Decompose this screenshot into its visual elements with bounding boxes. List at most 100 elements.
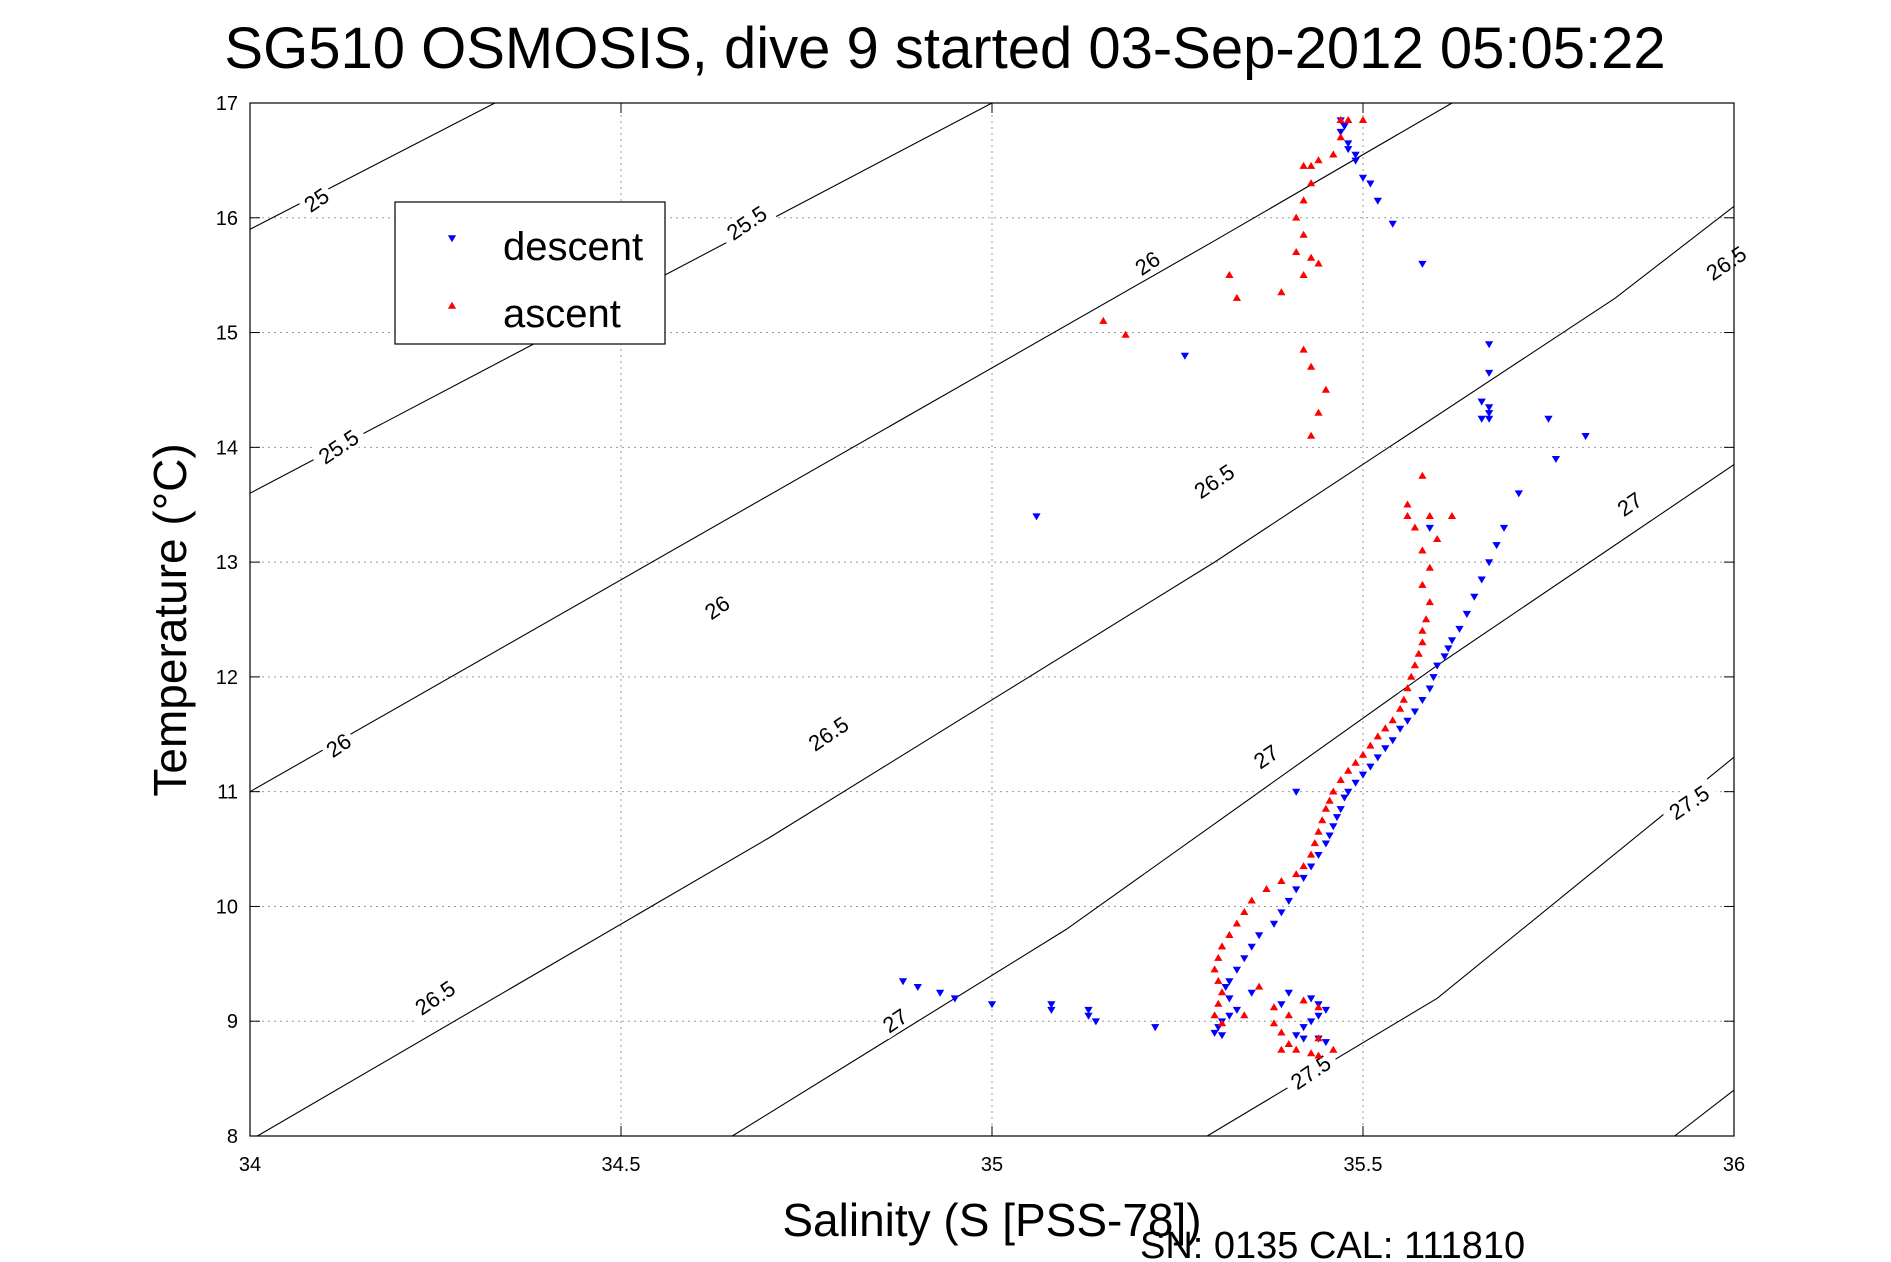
ascent-point: [1314, 408, 1323, 416]
ascent-point: [1210, 965, 1219, 973]
ascent-point: [1381, 724, 1390, 732]
x-tick-label: 34: [239, 1154, 261, 1176]
ascent-point: [1214, 953, 1223, 961]
descent-point: [1484, 341, 1494, 349]
descent-point: [1351, 157, 1360, 165]
ascent-point: [1277, 1045, 1286, 1053]
descent-point: [1544, 415, 1553, 423]
descent-point: [1351, 151, 1360, 159]
legend-marker-triangle: [447, 235, 457, 243]
ascent-point: [1414, 649, 1423, 657]
descent-point: [1470, 593, 1479, 601]
ascent-point: [1240, 1011, 1249, 1019]
contour-label: 26.5: [1696, 237, 1756, 289]
ascent-point: [1217, 1019, 1227, 1027]
ascent-point: [1421, 615, 1431, 623]
ascent-point: [1403, 684, 1412, 692]
descent-point: [1306, 1018, 1316, 1026]
ascent-point: [1395, 704, 1405, 712]
descent-point: [1269, 920, 1279, 928]
ascent-point: [1232, 293, 1242, 301]
ascent-point: [1299, 230, 1308, 238]
legend-label-descent: descent: [503, 225, 643, 269]
ascent-point: [1306, 253, 1316, 261]
contour-sigma-27: [732, 464, 1734, 1136]
contour-label-background: [296, 180, 337, 219]
ascent-point: [1358, 116, 1368, 123]
descent-point: [1447, 637, 1457, 645]
descent-point: [1180, 352, 1190, 360]
x-tick-label: 35.5: [1344, 1154, 1383, 1176]
ascent-point: [1318, 816, 1327, 824]
descent-point: [1358, 771, 1368, 779]
descent-point: [1299, 1024, 1308, 1032]
descent-point: [1484, 559, 1494, 567]
ascent-point: [1247, 896, 1256, 904]
descent-point: [913, 983, 922, 991]
descent-point: [1221, 983, 1230, 991]
descent-point: [1418, 696, 1427, 704]
y-tick-label: 8: [227, 1126, 238, 1148]
ascent-point: [1373, 732, 1382, 740]
ascent-point: [1306, 179, 1316, 187]
ascent-point: [1299, 271, 1308, 279]
legend-marker-descent: [447, 235, 457, 243]
descent-point: [1418, 260, 1427, 268]
ascent-point: [1425, 512, 1434, 520]
descent-point: [898, 978, 908, 986]
contour-sigma-26: [250, 103, 1453, 793]
descent-point: [1032, 513, 1041, 521]
descent-point: [1388, 220, 1397, 228]
y-tick-label: 14: [216, 437, 238, 459]
descent-point: [1306, 995, 1316, 1003]
y-tick-label: 9: [227, 1011, 238, 1033]
descent-point: [1551, 455, 1561, 463]
descent-point: [1514, 490, 1523, 498]
ascent-point: [1277, 877, 1286, 885]
descent-point: [1462, 610, 1472, 618]
ascent-point: [1403, 512, 1412, 520]
legend-label-ascent: ascent: [503, 292, 621, 336]
descent-point: [1455, 625, 1464, 633]
ascent-point: [1321, 385, 1331, 393]
descent-point: [1366, 180, 1375, 188]
ascent-point: [1310, 839, 1319, 847]
legend-marker-ascent: [447, 301, 457, 309]
ascent-point: [1299, 345, 1308, 353]
descent-point: [1395, 725, 1405, 733]
ascent-point: [1336, 776, 1345, 784]
x-axis-title: Salinity (S [PSS-78]): [782, 1194, 1201, 1246]
contour-sigma-28: [1674, 1089, 1734, 1136]
y-axis-title: Temperature (°C): [144, 443, 196, 796]
descent-point: [1336, 806, 1345, 814]
descent-point: [1151, 1024, 1160, 1032]
ascent-point: [1299, 161, 1308, 169]
ascent-point: [1292, 213, 1301, 221]
descent-point: [1444, 645, 1453, 653]
legend-box: [394, 201, 666, 345]
ascent-point: [1306, 161, 1316, 169]
y-tick-label: 13: [216, 552, 238, 574]
descent-point: [1277, 909, 1286, 917]
ascent-point: [1306, 850, 1316, 858]
descent-point: [1325, 832, 1334, 840]
ascent-point: [1407, 672, 1416, 680]
descent-point: [1284, 897, 1293, 905]
descent-point: [1314, 1012, 1323, 1020]
ascent-point: [1214, 976, 1223, 984]
ascent-point: [1329, 1045, 1338, 1053]
ascent-point: [1292, 870, 1301, 878]
descent-point: [1429, 674, 1438, 682]
ascent-point: [1306, 431, 1316, 439]
ascent-point: [1314, 1051, 1323, 1059]
descent-point: [1340, 794, 1349, 802]
y-tick-label: 17: [216, 93, 238, 115]
descent-point: [1433, 662, 1442, 670]
descent-point: [1440, 653, 1449, 661]
ascent-point: [1099, 316, 1108, 324]
ascent-point: [1292, 248, 1301, 255]
y-tick-label: 12: [216, 667, 238, 689]
descent-point: [1047, 1001, 1056, 1009]
descent-point: [1388, 737, 1397, 745]
